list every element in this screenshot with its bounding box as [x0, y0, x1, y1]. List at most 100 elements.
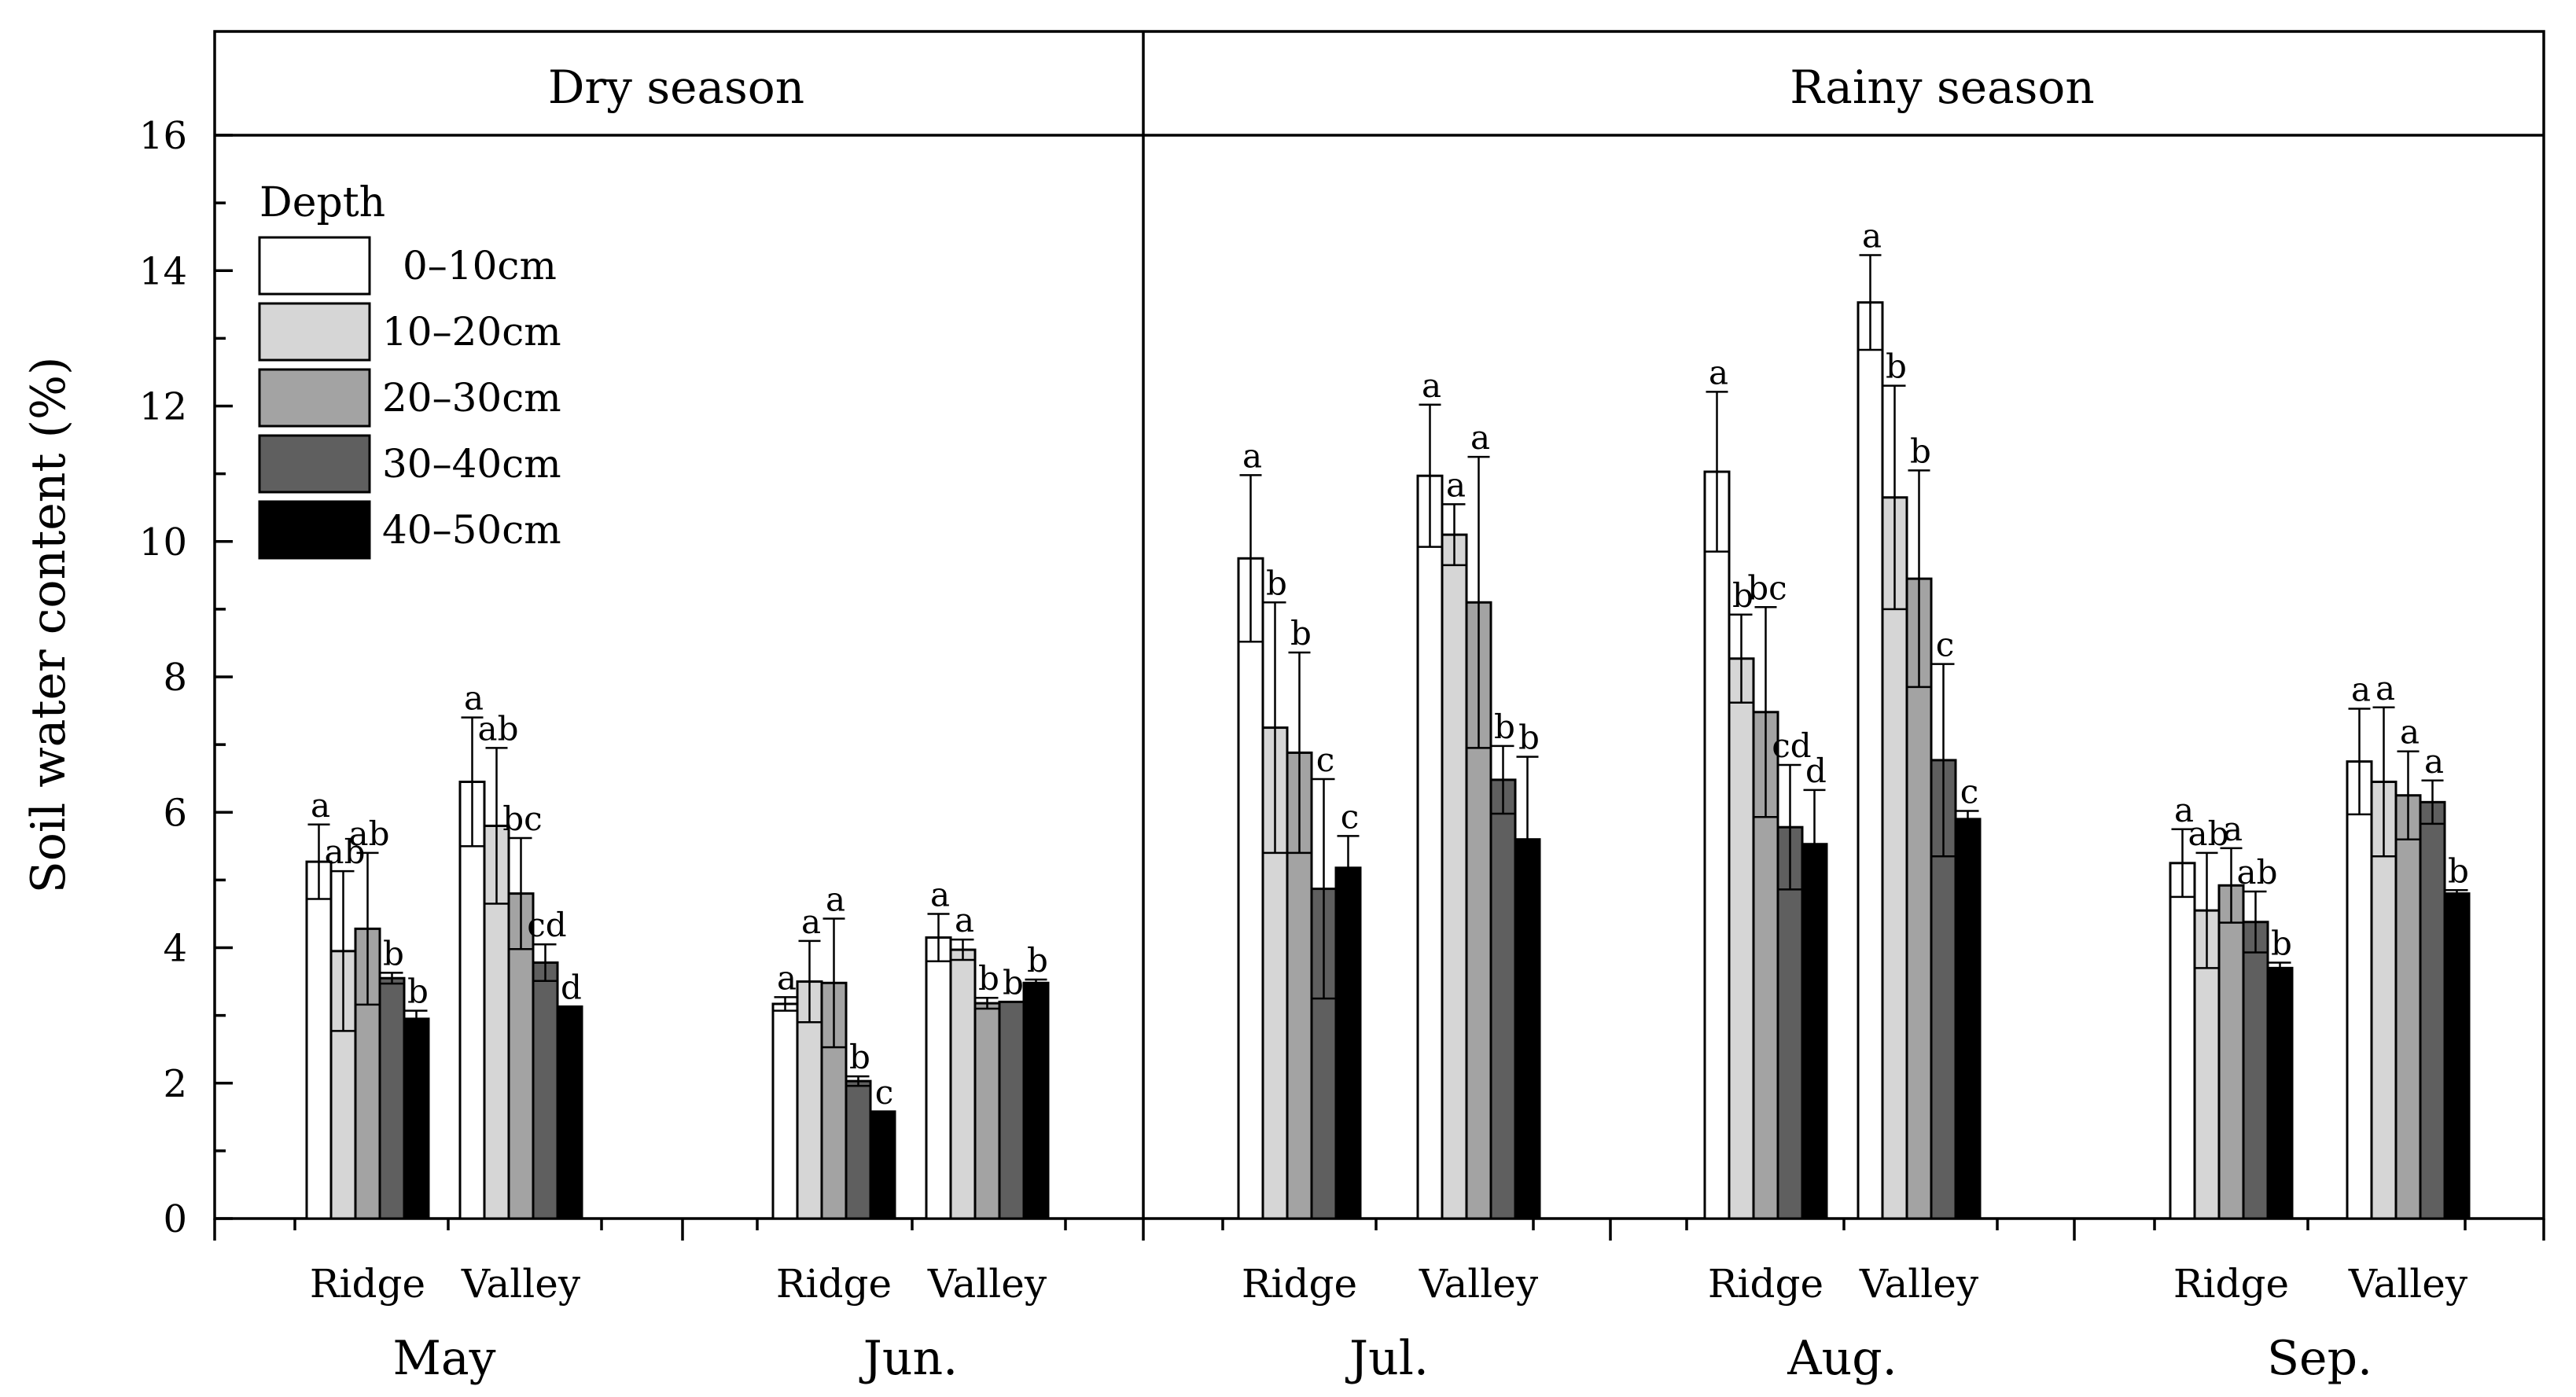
site-label: Ridge [776, 1261, 892, 1307]
legend-label: 30–40cm [382, 441, 561, 487]
bar [378, 976, 406, 1220]
y-tick-label: 12 [139, 385, 187, 429]
significance-letter: b [849, 1038, 870, 1076]
bar [1801, 843, 1828, 1220]
bar [1728, 657, 1755, 1220]
significance-letter: c [1316, 741, 1335, 779]
bar [532, 961, 559, 1220]
significance-letter: b [1266, 564, 1287, 602]
significance-letter: ab [2188, 814, 2229, 853]
bar [925, 936, 952, 1220]
significance-letter: c [1936, 626, 1955, 664]
y-tick-label: 8 [163, 656, 187, 700]
site-label: Valley [927, 1261, 1047, 1307]
significance-letter: b [1494, 708, 1515, 746]
month-label: Aug. [1787, 1331, 1897, 1386]
bar [845, 1079, 872, 1220]
significance-letter: ab [478, 709, 519, 748]
y-tick-label: 6 [163, 791, 187, 835]
significance-letter: b [2448, 851, 2469, 890]
bar [1857, 301, 1884, 1220]
y-tick-label: 0 [163, 1197, 187, 1241]
significance-letter: b [1732, 576, 1754, 615]
significance-letter: c [1960, 773, 1979, 811]
bar [1416, 474, 1444, 1220]
significance-letter: b [407, 972, 429, 1011]
significance-letter: a [2424, 742, 2444, 781]
month-label: Sep. [2267, 1331, 2372, 1386]
significance-letter: a [801, 903, 821, 941]
y-tick-label: 2 [163, 1062, 187, 1106]
significance-letter: a [464, 679, 484, 718]
bar [1334, 866, 1362, 1220]
significance-letter: b [1290, 614, 1312, 653]
significance-letter: b [1003, 963, 1024, 1002]
site-label: Valley [1419, 1261, 1539, 1307]
legend-label: 40–50cm [382, 507, 561, 553]
bar [1954, 818, 1982, 1220]
significance-letter: b [383, 934, 404, 972]
bar [1703, 470, 1731, 1220]
bar [2242, 921, 2269, 1220]
significance-letter: a [1470, 418, 1490, 457]
legend-title: Depth [259, 179, 385, 226]
bar [1022, 981, 1050, 1220]
significance-letter: a [1446, 465, 1466, 504]
y-tick-label: 14 [139, 249, 187, 293]
bar [458, 780, 486, 1220]
significance-letter: a [777, 958, 797, 997]
significance-letter: d [561, 968, 582, 1006]
significance-letter: cd [527, 906, 566, 944]
site-label: Ridge [2173, 1261, 2289, 1307]
legend: Depth 0–10cm 10–20cm 20–30cm 30–40cm 40–50cm [258, 179, 561, 560]
y-tick-label: 16 [139, 114, 187, 158]
significance-letter: d [1805, 752, 1827, 790]
site-label: Valley [1859, 1261, 1979, 1307]
bar [1441, 533, 1468, 1220]
significance-letter: a [2351, 670, 2371, 708]
bar [2394, 794, 2422, 1220]
legend-label: 0–10cm [403, 243, 557, 289]
plot-frame [213, 30, 2545, 1220]
bar [998, 1000, 1025, 1220]
y-axis-label: Soil water content (%) [21, 357, 76, 894]
significance-letter: a [311, 786, 330, 825]
significance-letter: bc [1747, 568, 1787, 607]
month-label: Jun. [859, 1331, 958, 1386]
significance-letter: b [1886, 347, 1907, 386]
significance-letter: ab [349, 814, 390, 853]
site-label: Ridge [310, 1261, 425, 1307]
significance-letter: c [875, 1073, 894, 1112]
significance-letter: b [978, 959, 999, 998]
month-label: May [392, 1331, 495, 1386]
bar [771, 1002, 799, 1220]
x-labels: Ridge Valley Ridge Valley Ridge Valley Ridge Va… [310, 1261, 2468, 1386]
season-label-rainy: Rainy season [1790, 61, 2094, 114]
x-axis [213, 1219, 2545, 1241]
significance-letter: a [1862, 216, 1882, 255]
legend-label: 20–30cm [382, 375, 561, 421]
significance-letter: b [1027, 941, 1048, 980]
significance-letter: a [1242, 436, 1262, 475]
significance-letter: a [826, 880, 845, 918]
y-tick-label: 10 [139, 520, 187, 564]
significance-letter: cd [1772, 726, 1811, 765]
bar [2443, 892, 2471, 1220]
bar [1489, 778, 1517, 1220]
significance-letter: b [1518, 719, 1540, 757]
bar [2266, 966, 2294, 1220]
y-axis: 0 2 4 6 8 10 12 14 16 [139, 114, 233, 1241]
y-tick-label: 4 [163, 927, 187, 971]
significance-letter: a [2223, 810, 2243, 848]
significance-letter: a [1709, 353, 1728, 392]
bar [869, 1110, 896, 1220]
site-label: Valley [2348, 1261, 2468, 1307]
significance-letter: a [2375, 669, 2395, 708]
site-label: Ridge [1708, 1261, 1823, 1307]
significance-letter: a [1422, 366, 1441, 405]
legend-swatch [258, 236, 371, 296]
legend-swatch [258, 302, 371, 362]
significance-letter: a [930, 875, 950, 914]
significance-letter: bc [502, 800, 542, 838]
